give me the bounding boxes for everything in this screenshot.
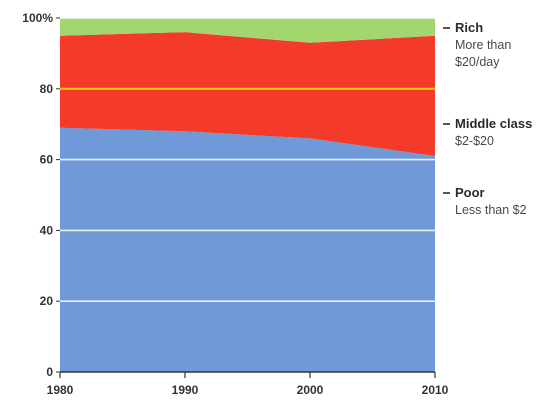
y-tick-label-0: 0 [46,365,53,379]
legend-description-line: $20/day [455,55,500,69]
legend-label-poor: Poor [455,185,485,200]
legend-label-middle-class: Middle class [455,116,532,131]
legend-description-line: More than [455,38,511,52]
area-rich [60,18,435,43]
y-tick-label-80: 80 [40,82,54,96]
y-tick-label-40: 40 [40,223,54,237]
legend-description-line: Less than $2 [455,203,527,217]
x-tick-label-1980: 1980 [47,383,74,397]
y-tick-label-100: 100% [22,11,53,25]
y-tick-label-20: 20 [40,294,54,308]
legend-description-middle-class: $2-$20 [455,134,494,148]
area-middle-class [60,32,435,157]
legend-description-rich: More than $20/day [455,38,511,69]
x-tick-label-2010: 2010 [422,383,449,397]
x-tick-label-1990: 1990 [172,383,199,397]
legend-description-line: $2-$20 [455,134,494,148]
area-poor [60,127,435,373]
legend-description-poor: Less than $2 [455,203,527,217]
legend-label-rich: Rich [455,20,483,35]
x-tick-label-2000: 2000 [297,383,324,397]
y-tick-label-60: 60 [40,153,54,167]
